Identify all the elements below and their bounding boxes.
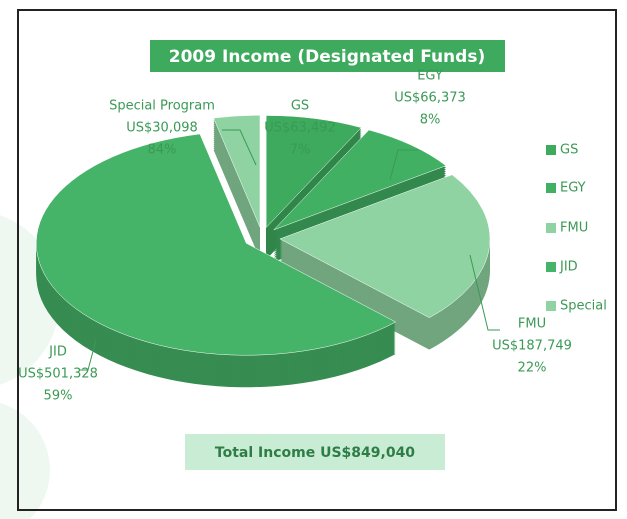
legend-swatch xyxy=(546,223,556,233)
slice-value: US$30,098 xyxy=(126,121,198,136)
legend-swatch xyxy=(546,145,556,155)
legend-swatch xyxy=(546,301,556,311)
legend-label: GS xyxy=(560,143,578,158)
legend-label: Special xyxy=(560,299,607,314)
pie xyxy=(36,115,491,388)
legend-swatch xyxy=(546,183,556,193)
slice-label: GS xyxy=(291,99,309,114)
slice-percent: 8% xyxy=(420,113,441,128)
leader xyxy=(389,149,418,181)
leader xyxy=(469,254,500,331)
slice-percent: 84% xyxy=(148,143,177,158)
total-label: Total Income US$849,040 xyxy=(215,445,415,461)
slice xyxy=(279,174,491,318)
slice xyxy=(265,115,362,229)
title-box xyxy=(150,40,505,72)
leader xyxy=(222,129,257,166)
decoration xyxy=(0,402,50,519)
slice xyxy=(36,133,397,356)
frame xyxy=(17,9,617,511)
legend-label: JID xyxy=(559,260,578,275)
slice-value: US$501,328 xyxy=(18,367,98,382)
slice-label: Special Program xyxy=(109,99,215,114)
labels: GS US$63,492 7% EGY US$66,373 8% FMU US$187,749… xyxy=(18,69,607,404)
slice-value: US$66,373 xyxy=(394,91,466,106)
legend-swatch xyxy=(546,262,556,272)
legend-label: EGY xyxy=(560,181,586,196)
slice-value: US$187,749 xyxy=(492,339,572,354)
slice xyxy=(213,115,261,228)
leader xyxy=(80,339,97,371)
slice-value: US$63,492 xyxy=(264,121,336,136)
legend-label: FMU xyxy=(560,221,588,236)
chart-title: 2009 Income (Designated Funds) xyxy=(169,47,485,67)
slice-percent: 22% xyxy=(518,361,547,376)
slice-label: EGY xyxy=(417,69,443,84)
slice-label: JID xyxy=(48,345,67,360)
total-box xyxy=(185,434,445,470)
slice-percent: 7% xyxy=(290,143,311,158)
slice-percent: 59% xyxy=(44,389,73,404)
slice xyxy=(273,129,447,231)
slice-label: FMU xyxy=(518,317,546,332)
